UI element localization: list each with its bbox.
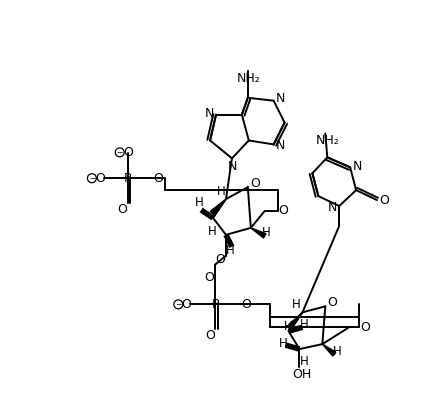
Text: NH₂: NH₂ [237, 72, 261, 85]
Text: O: O [154, 172, 163, 185]
Text: H: H [217, 185, 225, 198]
Text: P: P [211, 298, 219, 311]
Text: O: O [205, 329, 215, 341]
Text: N: N [352, 160, 362, 173]
Text: N: N [276, 139, 285, 152]
Polygon shape [251, 228, 266, 238]
Text: O: O [379, 194, 389, 207]
Text: O: O [181, 298, 191, 311]
Text: O: O [360, 321, 370, 334]
Text: O: O [124, 146, 134, 159]
Text: O: O [279, 205, 288, 218]
Text: O: O [204, 271, 214, 284]
Text: N: N [228, 160, 238, 173]
Polygon shape [322, 344, 336, 356]
Text: −: − [175, 300, 182, 309]
Text: O: O [241, 298, 251, 311]
Text: H: H [208, 226, 216, 239]
Text: O: O [118, 202, 128, 215]
Text: H: H [284, 320, 293, 333]
Text: H: H [226, 244, 235, 257]
Text: N: N [276, 92, 285, 105]
Text: H: H [263, 226, 271, 239]
Polygon shape [289, 312, 303, 328]
Text: O: O [215, 253, 225, 266]
Text: O: O [250, 177, 260, 190]
Text: O: O [328, 296, 337, 309]
Text: −: − [117, 148, 123, 157]
Text: P: P [124, 172, 131, 185]
Text: H: H [292, 298, 301, 311]
Text: H: H [195, 196, 203, 209]
Text: O: O [95, 172, 105, 185]
Text: H: H [333, 344, 342, 357]
Text: H: H [300, 318, 309, 331]
Text: N: N [204, 107, 214, 120]
Polygon shape [210, 199, 226, 215]
Text: NH₂: NH₂ [316, 134, 339, 147]
Text: H: H [279, 336, 288, 349]
Text: −: − [89, 174, 95, 183]
Text: H: H [300, 355, 309, 368]
Text: OH: OH [292, 368, 311, 381]
Text: N: N [328, 200, 337, 213]
